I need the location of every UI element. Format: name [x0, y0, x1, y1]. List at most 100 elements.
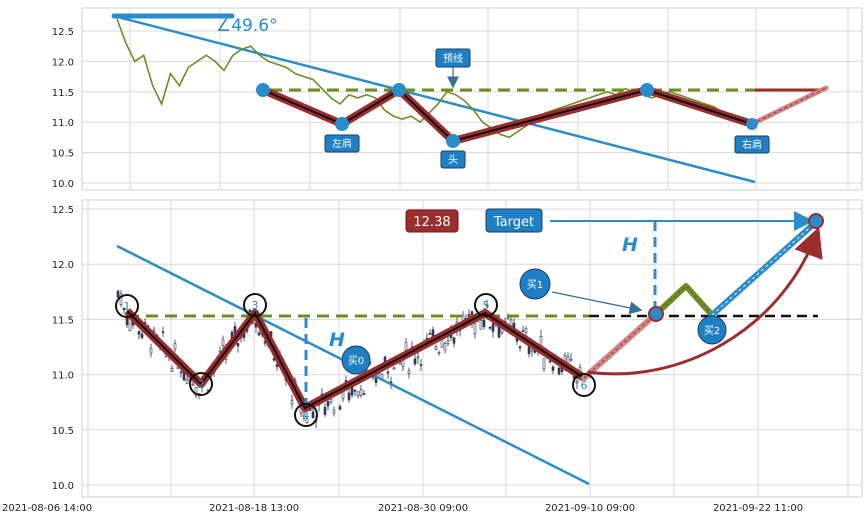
right-shoulder-text: 右肩: [742, 138, 762, 151]
buy1-text: 买1: [527, 279, 543, 291]
head-text: 头: [448, 154, 458, 166]
candle-body: [356, 391, 360, 397]
candle-body: [473, 323, 477, 334]
candle-body: [128, 318, 132, 331]
pivot-circle: [115, 294, 139, 318]
bottom-x-tick-label: 2021-08-18 13:00: [209, 503, 299, 514]
candle-body: [311, 411, 315, 419]
left-shoulder-text: 左肩: [332, 137, 352, 150]
top-pivot-dot: [256, 83, 270, 97]
candle-body: [221, 339, 225, 347]
bottom-y-tick-label: 11.0: [52, 371, 74, 382]
bottom-pattern-line: [126, 310, 585, 410]
bottom-x-tick-label: 2021-09-10 09:00: [545, 503, 635, 514]
candle-body: [362, 393, 366, 395]
bottom-plot-area: [81, 199, 863, 498]
candle-body: [482, 319, 486, 327]
candle-body: [530, 349, 534, 352]
buy0-text: 买0: [348, 355, 364, 367]
candle-body: [359, 389, 363, 397]
pivot-label: 2: [198, 378, 205, 391]
candle-body: [341, 391, 345, 399]
candle-body: [257, 332, 261, 336]
candle-body: [575, 381, 579, 384]
top-y-tick-label: 11.5: [52, 88, 74, 99]
candle-body: [548, 360, 552, 363]
candle-body: [398, 362, 402, 365]
candle-body: [524, 328, 528, 333]
bottom-height-label: H: [329, 329, 345, 351]
candle-body: [347, 392, 351, 401]
pivot-label: 5: [483, 299, 490, 312]
pivot-circle: [243, 293, 267, 317]
pivot-label: 6: [581, 379, 588, 392]
candle-body: [485, 304, 489, 307]
candle-body: [452, 337, 456, 344]
candle-body: [329, 398, 333, 403]
candle-body: [125, 317, 129, 326]
target-node: [808, 213, 824, 229]
left-shoulder-label: 左肩: [324, 134, 360, 153]
candle-body: [434, 346, 438, 350]
candle-body: [290, 400, 294, 405]
candle-body: [116, 290, 120, 298]
bottom-pivots: 1 2 3 4 5 6: [115, 293, 596, 427]
bottom-panel: 12.5 12.0 11.5 11.0 10.5 10.0 2021-08-06 14:0…: [2, 199, 863, 514]
candle-body: [443, 343, 447, 351]
candle-body: [323, 406, 327, 415]
candle-body: [404, 342, 408, 351]
pivot-label: 3: [252, 299, 259, 312]
candle-body: [428, 333, 432, 335]
candle-body: [506, 317, 510, 320]
bottom-x-tick-label: 2021-09-22 11:00: [713, 503, 803, 514]
buy2-marker: 买2: [697, 315, 727, 345]
top-projection-dash: [751, 87, 827, 125]
bottom-y-tick-label: 10.5: [52, 426, 74, 437]
top-y-tick-label: 10.0: [52, 179, 74, 190]
bottom-y-tick-label: 11.5: [52, 315, 74, 326]
candle-body: [413, 358, 417, 365]
candle-body: [488, 326, 492, 329]
candle-body: [521, 330, 525, 332]
candle-body: [305, 418, 309, 423]
top-pivot-dot: [392, 83, 406, 97]
bottom-y-axis: 12.5 12.0 11.5 11.0 10.5 10.0: [52, 205, 74, 492]
top-y-tick-label: 12.0: [52, 57, 74, 68]
bottom-y-tick-label: 10.0: [52, 481, 74, 492]
pivot-label: 1: [124, 300, 131, 313]
pivot-circle: [294, 403, 318, 427]
target-height-label: H: [622, 234, 638, 256]
candle-body: [353, 389, 357, 392]
bottom-y-tick-label: 12.5: [52, 205, 74, 216]
top-pivot-dot: [335, 117, 349, 131]
candle-body: [302, 412, 306, 419]
head-label: 头: [440, 150, 466, 169]
candle-body: [194, 386, 198, 396]
candle-body: [419, 364, 423, 366]
neckline-annotation-text: 预线: [443, 52, 463, 65]
candle-body: [173, 343, 177, 350]
target-label-text: Target: [493, 215, 534, 230]
candle-body: [407, 370, 411, 374]
candle-body: [569, 358, 573, 361]
candle-body: [338, 406, 342, 410]
right-shoulder-label: 右肩: [734, 135, 770, 154]
candle-body: [386, 371, 390, 374]
projection-retest-dash: [655, 285, 713, 316]
candle-body: [185, 379, 189, 384]
target-value-box: 12.38: [405, 209, 459, 233]
candle-body: [527, 346, 531, 355]
candle-body: [479, 319, 483, 330]
candle-body: [170, 368, 174, 372]
top-y-tick-label: 11.0: [52, 118, 74, 129]
buy2-text: 买2: [704, 325, 720, 337]
top-y-tick-label: 12.5: [52, 27, 74, 38]
candle-body: [437, 352, 441, 354]
target-value-text: 12.38: [413, 215, 450, 230]
candle-body: [161, 331, 165, 334]
buy0-marker: 买0: [341, 345, 371, 375]
candle-body: [179, 371, 183, 374]
angle-label: ∠49.6°: [216, 16, 278, 36]
candle-body: [446, 340, 450, 344]
